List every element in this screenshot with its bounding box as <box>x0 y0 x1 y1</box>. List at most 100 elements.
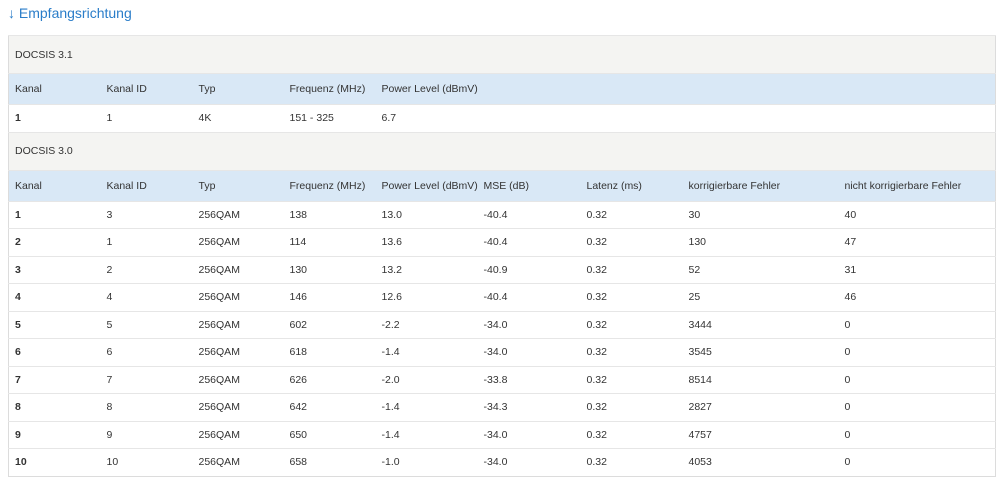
table-cell: -1.0 <box>375 448 478 476</box>
table-cell: 0.32 <box>580 420 683 449</box>
table-cell: 4 <box>8 283 101 311</box>
table-cell: 1 <box>100 228 193 256</box>
table-cell: 256QAM <box>192 310 284 339</box>
column-header: Power Level (dBmV) <box>375 169 478 201</box>
table-cell: 1 <box>8 200 101 229</box>
table-cell: 25 <box>682 283 839 311</box>
table-cell: 256QAM <box>192 420 284 449</box>
column-header-row: Kanal Kanal ID Typ Frequenz (MHz) Power Leve… <box>8 73 996 105</box>
table-cell: 4K <box>192 104 284 132</box>
table-cell: 650 <box>283 420 376 449</box>
column-header: Kanal ID <box>100 169 193 201</box>
table-cell: -40.9 <box>477 255 581 284</box>
table-cell: 52 <box>682 255 839 284</box>
table-cell: 0.32 <box>580 200 683 229</box>
table-cell: -33.8 <box>477 365 581 394</box>
table-cell: 0.32 <box>580 338 683 366</box>
table-cell: 2 <box>100 255 193 284</box>
table-cell: 3444 <box>682 310 839 339</box>
table-cell: 0.32 <box>580 228 683 256</box>
table-cell: 0.32 <box>580 283 683 311</box>
table-cell: -2.0 <box>375 365 478 394</box>
section-title: ↓ Empfangsrichtung <box>8 5 132 21</box>
table-row: 8 8 256QAM 642 -1.4 -34.3 0.32 2827 0 <box>8 393 996 421</box>
table-cell: 0.32 <box>580 365 683 394</box>
table-cell: -34.3 <box>477 393 581 421</box>
table-cell: -40.4 <box>477 200 581 229</box>
table-row: 10 10 256QAM 658 -1.0 -34.0 0.32 4053 0 <box>8 448 996 476</box>
table-row: 5 5 256QAM 602 -2.2 -34.0 0.32 3444 0 <box>8 310 996 339</box>
table-cell: 10 <box>100 448 193 476</box>
table-cell: 602 <box>283 310 376 339</box>
table-cell: 256QAM <box>192 283 284 311</box>
table-cell: 256QAM <box>192 200 284 229</box>
column-header: Typ <box>192 169 284 201</box>
table-cell: 256QAM <box>192 255 284 284</box>
table-cell: 9 <box>100 420 193 449</box>
channel-table: DOCSIS 3.1 Kanal Kanal ID Typ Frequenz (MHz)… <box>8 35 997 477</box>
table-row: 7 7 256QAM 626 -2.0 -33.8 0.32 8514 0 <box>8 365 996 394</box>
column-header-row: Kanal Kanal ID Typ Frequenz (MHz) Power Leve… <box>8 169 996 201</box>
table-cell: 13.2 <box>375 255 478 284</box>
table-cell: 7 <box>8 365 101 394</box>
table-cell: 2827 <box>682 393 839 421</box>
table-cell: 30 <box>682 200 839 229</box>
table-cell: -2.2 <box>375 310 478 339</box>
table-cell: 8514 <box>682 365 839 394</box>
table-cell: 3 <box>100 200 193 229</box>
table-cell: 0.32 <box>580 255 683 284</box>
table-cell: -34.0 <box>477 420 581 449</box>
section-name: DOCSIS 3.0 <box>8 131 996 170</box>
column-header: Latenz (ms) <box>580 169 683 201</box>
column-header: Typ <box>192 73 284 105</box>
column-header: Kanal <box>8 169 101 201</box>
table-cell: 6 <box>100 338 193 366</box>
table-cell: -40.4 <box>477 228 581 256</box>
table-cell: 2 <box>8 228 101 256</box>
table-cell: 31 <box>838 255 996 284</box>
column-header: Frequenz (MHz) <box>283 73 376 105</box>
table-cell: 0.32 <box>580 448 683 476</box>
table-cell: 12.6 <box>375 283 478 311</box>
table-cell: 0 <box>838 420 996 449</box>
table-cell: 6 <box>8 338 101 366</box>
table-row: 1 1 4K 151 - 325 6.7 <box>8 104 996 132</box>
table-cell: 0 <box>838 338 996 366</box>
table-cell: -34.0 <box>477 338 581 366</box>
table-cell: 9 <box>8 420 101 449</box>
table-cell: 5 <box>100 310 193 339</box>
table-cell: 7 <box>100 365 193 394</box>
table-cell: 13.0 <box>375 200 478 229</box>
table-row: 3 2 256QAM 130 13.2 -40.9 0.32 52 31 <box>8 255 996 284</box>
table-cell: 46 <box>838 283 996 311</box>
column-header: korrigierbare Fehler <box>682 169 839 201</box>
table-cell: 658 <box>283 448 376 476</box>
table-cell: 626 <box>283 365 376 394</box>
table-cell: -34.0 <box>477 310 581 339</box>
table-row: 2 1 256QAM 114 13.6 -40.4 0.32 130 47 <box>8 228 996 256</box>
table-cell: 130 <box>682 228 839 256</box>
table-cell: 256QAM <box>192 448 284 476</box>
table-cell: 138 <box>283 200 376 229</box>
column-header: nicht korrigierbare Fehler <box>838 169 996 201</box>
column-header: Frequenz (MHz) <box>283 169 376 201</box>
table-row: 4 4 256QAM 146 12.6 -40.4 0.32 25 46 <box>8 283 996 311</box>
section-name: DOCSIS 3.1 <box>8 35 996 74</box>
table-cell: 47 <box>838 228 996 256</box>
table-cell: 256QAM <box>192 365 284 394</box>
table-cell: 146 <box>283 283 376 311</box>
table-cell: 4 <box>100 283 193 311</box>
table-cell: 10 <box>8 448 101 476</box>
table-cell: 1 <box>100 104 193 132</box>
table-cell: 3 <box>8 255 101 284</box>
table-cell: 0 <box>838 393 996 421</box>
table-cell: -34.0 <box>477 448 581 476</box>
column-header: Power Level (dBmV) <box>375 73 996 105</box>
table-cell: 4053 <box>682 448 839 476</box>
table-cell: 4757 <box>682 420 839 449</box>
column-header: Kanal <box>8 73 101 105</box>
table-cell: 8 <box>8 393 101 421</box>
table-cell: -40.4 <box>477 283 581 311</box>
table-cell: -1.4 <box>375 338 478 366</box>
